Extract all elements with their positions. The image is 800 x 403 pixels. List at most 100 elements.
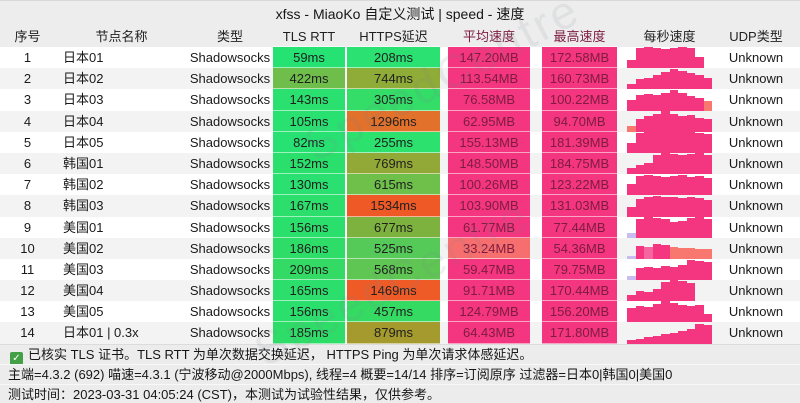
avg-speed-value: 91.71MB [448,280,530,302]
speed-bar [703,154,712,175]
speed-bar [644,47,653,69]
node-type: Shadowsocks [189,134,271,150]
speed-bar [686,305,695,323]
speed-bar [686,328,695,344]
node-name: 美国02 [63,240,104,256]
node-type: Shadowsocks [189,304,271,320]
per-second-speed-graph [627,111,712,132]
speed-bar [635,245,644,259]
row-index: 9 [23,219,32,235]
speed-bar [644,94,653,111]
speed-bars [627,68,712,90]
udp-type-value: Unknown [728,283,784,299]
node-name: 日本03 [63,92,104,108]
node-name: 美国01 [63,219,104,235]
speed-bar [652,132,661,153]
tls-rtt-value: 185ms [273,322,345,344]
speed-bar [669,247,678,259]
https-latency-value: 568ms [347,258,440,281]
row-index: 4 [23,113,32,129]
speed-bar [703,249,712,259]
speed-bar [678,221,687,238]
speed-bar [652,47,661,69]
speed-bar [703,314,712,323]
speed-bar [652,289,661,302]
avg-speed-value: 155.13MB [448,131,530,153]
https-latency-value: 305ms [347,89,440,111]
speed-bar [703,134,712,153]
speed-bars [627,131,712,153]
udp-type-value: Unknown [728,177,784,193]
column-header-avg-speed: 平均速度 [448,27,530,47]
speed-bar [669,90,678,111]
speed-bar [661,196,670,217]
max-speed-value: 181.39MB [542,131,617,153]
per-second-speed-graph [627,131,712,153]
speed-bar [678,116,687,132]
max-speed-value: 123.22MB [542,174,617,196]
speed-bar [627,233,636,238]
avg-speed-value: 103.90MB [448,195,530,217]
speed-bar [678,92,687,111]
speed-bar [669,113,678,132]
speed-bar [627,84,636,90]
speed-bar [644,217,653,238]
speed-bar [669,47,678,69]
speed-bar [652,154,661,175]
udp-type-value: Unknown [728,198,784,214]
avg-speed-value: 124.79MB [448,301,530,323]
speed-bar [695,118,704,132]
column-header-udp-type: UDP类型 [729,29,783,44]
node-name: 韩国02 [63,177,104,193]
speed-bar [635,47,644,69]
https-latency-value: 879ms [347,322,440,344]
speed-bar [695,248,704,259]
max-speed-value: 171.80MB [542,322,617,344]
speed-bar [644,246,653,259]
per-second-speed-graph [627,301,712,323]
speed-bar [678,264,687,281]
speed-bar [644,337,653,344]
footer: ✓ 已核实 TLS 证书。TLS RTT 为单次数据交换延迟， HTTPS Pin… [0,343,800,403]
row-index: 3 [23,92,32,108]
per-second-speed-graph [627,280,712,302]
node-name: 日本01 | 0.3x [63,325,139,341]
speed-bar [669,132,678,153]
speed-bar [661,177,670,196]
column-header-node-name: 节点名称 [95,29,148,44]
table-header: 序号 节点名称 类型 TLS RTT HTTPS延迟 平均速度 最高速度 每秒速… [0,27,800,47]
tls-rtt-value: 209ms [273,258,345,281]
node-name: 日本04 [63,113,104,129]
column-header-type: 类型 [216,29,243,44]
table-row: 13 美国05 Shadowsocks 156ms 457ms 124.79MB 156.2… [0,301,800,323]
node-type: Shadowsocks [189,92,271,108]
node-name: 日本01 [63,50,104,65]
footer-tls-note-text: 已核实 TLS 证书。TLS RTT 为单次数据交换延迟， HTTPS Ping… [28,346,533,362]
speed-bar [678,198,687,217]
speed-bar [635,267,644,281]
table-body: 1 日本01 Shadowsocks 59ms 208ms 147.20MB 172.58M… [0,47,800,344]
per-second-speed-graph [627,68,712,90]
per-second-speed-graph [627,174,712,196]
speed-bar [669,332,678,344]
speed-bar [652,176,661,196]
speed-bars [627,238,712,259]
speed-bar [703,199,712,217]
speed-bar [644,196,653,217]
speed-bar [686,154,695,175]
report-title: xfss - MiaoKo 自定义测试 | speed - 速度 [0,0,800,27]
avg-speed-value: 147.20MB [448,47,530,69]
table-row: 3 日本03 Shadowsocks 143ms 305ms 76.58MB 100.22M… [0,89,800,111]
table-row: 4 日本04 Shadowsocks 105ms 1296ms 62.95MB 94.70M… [0,110,800,132]
row-index: 12 [20,283,35,299]
speed-bar [703,177,712,196]
per-second-speed-graph [627,89,712,111]
column-header-https-ping: HTTPS延迟 [347,27,440,47]
row-index: 8 [23,198,32,214]
verified-check-icon: ✓ [10,351,23,364]
speed-bar [703,324,712,344]
speed-bar [644,174,653,196]
speed-bar [635,95,644,111]
speed-bar [678,70,687,90]
table-row: 6 韩国01 Shadowsocks 152ms 769ms 148.50MB 184.75… [0,152,800,175]
